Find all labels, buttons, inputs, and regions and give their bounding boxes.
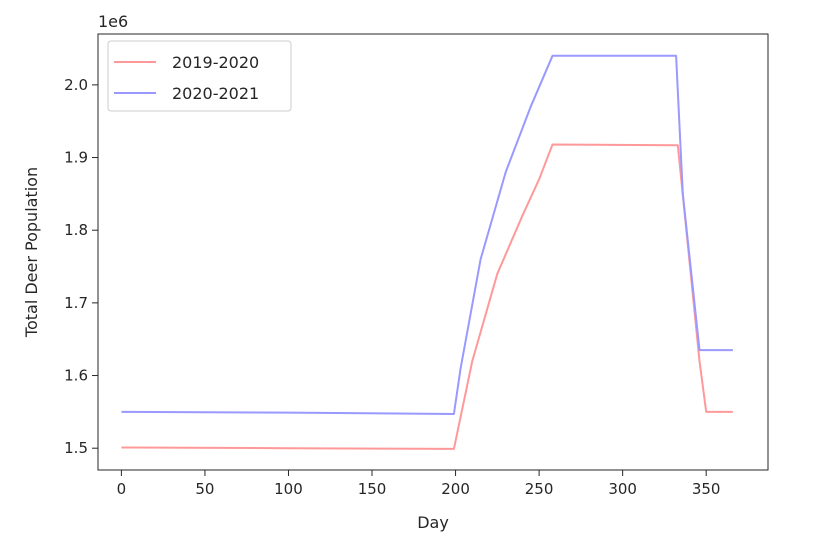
series-line-1	[121, 143, 733, 450]
y-tick-label: 1.6	[64, 367, 88, 385]
x-tick-label: 200	[441, 480, 470, 498]
plot-frame	[97, 33, 769, 471]
y-tick-label: 2.0	[64, 76, 88, 94]
x-tick-label: 150	[358, 480, 387, 498]
y-tick-label: 1.7	[64, 294, 88, 312]
x-tick-label: 50	[195, 480, 214, 498]
x-axis-title: Day	[417, 513, 449, 532]
legend-label-2: 2020-2021	[172, 84, 259, 103]
x-tick-label: 250	[525, 480, 554, 498]
legend-label-1: 2019-2020	[172, 53, 259, 72]
y-axis: 1.5 1.6 1.7 1.8 1.9 2.0	[64, 76, 98, 457]
series-line-2	[121, 54, 733, 415]
x-tick-label: 350	[692, 480, 721, 498]
x-tick-label: 300	[608, 480, 637, 498]
y-axis-title: Total Deer Population	[22, 167, 41, 338]
y-tick-label: 1.8	[64, 221, 88, 239]
y-offset-label: 1e6	[98, 12, 128, 31]
y-tick-label: 1.9	[64, 149, 88, 167]
series-layer	[121, 54, 733, 450]
x-axis: 0 50 100 150 200 250 300 350	[117, 470, 721, 498]
x-tick-label: 0	[117, 480, 127, 498]
x-tick-label: 100	[274, 480, 303, 498]
legend: 2019-2020 2020-2021	[107, 40, 292, 112]
y-tick-label: 1.5	[64, 439, 88, 457]
